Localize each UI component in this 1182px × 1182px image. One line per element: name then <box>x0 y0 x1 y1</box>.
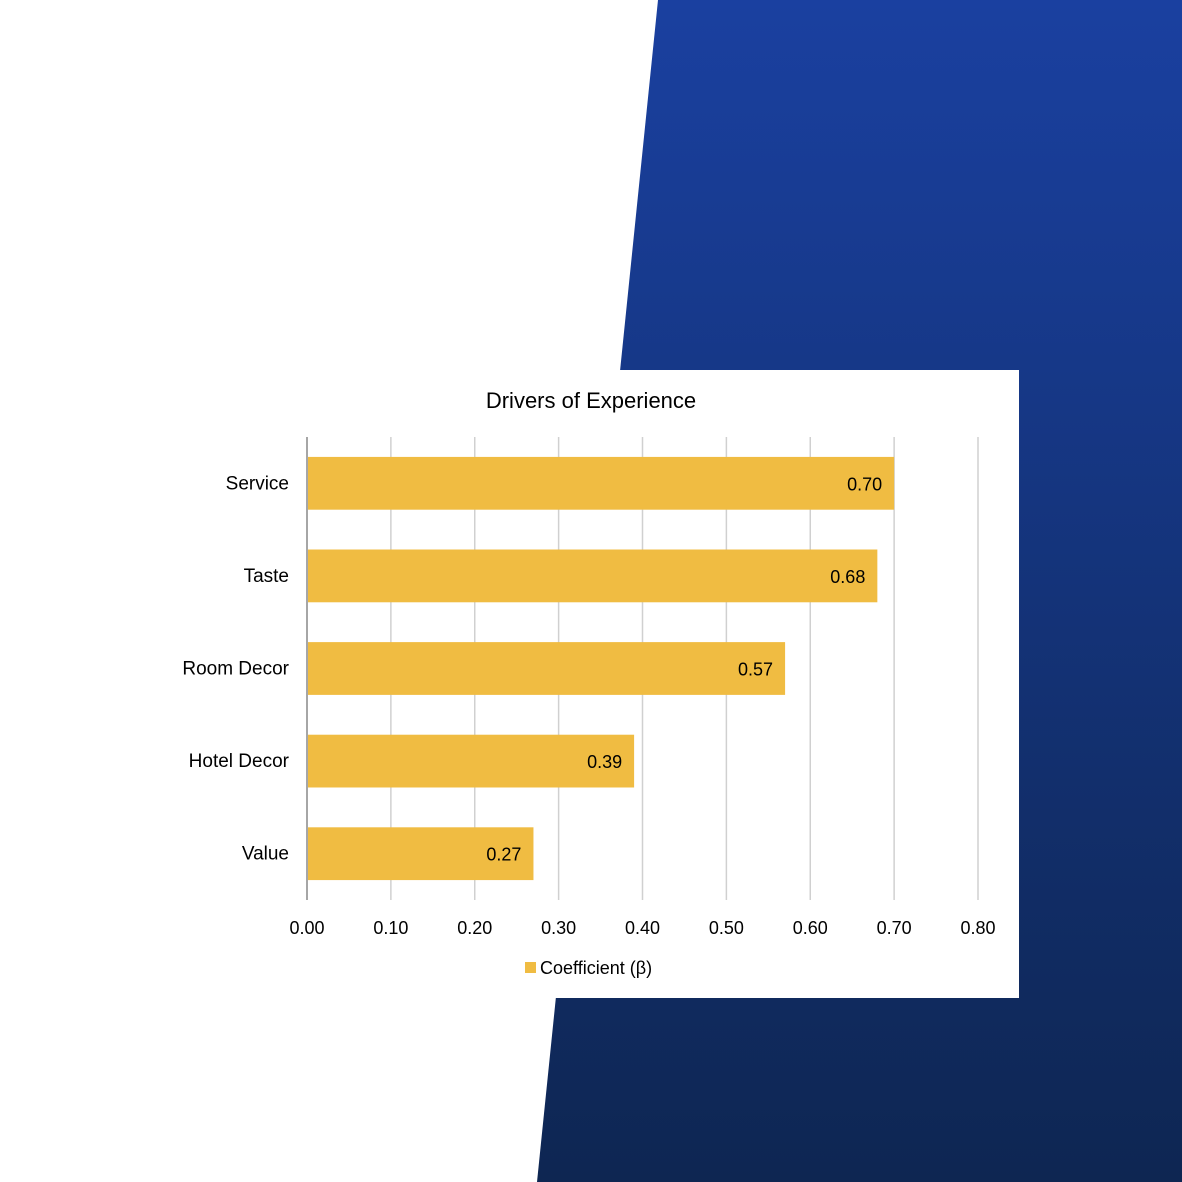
x-tick-label: 0.30 <box>541 918 576 938</box>
category-label: Hotel Decor <box>189 751 290 772</box>
bar-room-decor <box>307 642 786 695</box>
legend-label: Coefficient (β) <box>540 958 652 978</box>
labels: 0.00 0.10 0.20 0.30 0.40 0.50 0.60 0.70 0.80 0.70… <box>182 473 995 938</box>
data-label: 0.39 <box>587 752 622 772</box>
category-label: Taste <box>244 566 289 587</box>
x-tick-label: 0.10 <box>373 918 408 938</box>
x-tick-label: 0.70 <box>877 918 912 938</box>
chart-title: Drivers of Experience <box>486 388 696 413</box>
data-label: 0.70 <box>847 474 882 494</box>
bar-hotel-decor <box>307 734 635 788</box>
x-tick-label: 0.60 <box>793 918 828 938</box>
legend-swatch <box>525 962 536 973</box>
chart-card: Drivers of Experience 0.00 0.10 0.20 0.30 0.… <box>158 370 1019 998</box>
x-tick-label: 0.40 <box>625 918 660 938</box>
bar-value <box>307 827 534 881</box>
category-label: Room Decor <box>182 659 289 680</box>
category-label: Value <box>242 844 289 865</box>
category-label: Service <box>226 473 289 494</box>
data-label: 0.68 <box>830 567 865 587</box>
x-tick-label: 0.20 <box>457 918 492 938</box>
data-label: 0.57 <box>738 660 773 680</box>
legend: Coefficient (β) <box>525 958 652 978</box>
data-label: 0.27 <box>486 845 521 865</box>
bar-taste <box>307 549 878 603</box>
bars <box>307 456 895 881</box>
x-tick-label: 0.00 <box>289 918 324 938</box>
bar-service <box>307 456 895 510</box>
x-tick-label: 0.80 <box>960 918 995 938</box>
x-tick-label: 0.50 <box>709 918 744 938</box>
bar-chart: Drivers of Experience 0.00 0.10 0.20 0.30 0.… <box>182 388 995 978</box>
